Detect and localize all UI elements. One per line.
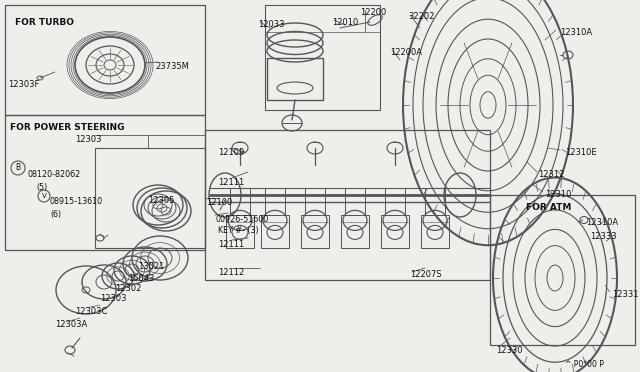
- Text: 12310A: 12310A: [586, 218, 618, 227]
- Text: 12303: 12303: [100, 294, 127, 303]
- Bar: [265, 188, 285, 215]
- Text: 12333: 12333: [590, 232, 616, 241]
- Bar: [5, 115, 205, 250]
- Text: 12330: 12330: [496, 346, 522, 355]
- Bar: [381, 215, 409, 248]
- Text: 12310A: 12310A: [560, 28, 592, 37]
- Text: 32202: 32202: [408, 12, 435, 21]
- Text: 12100: 12100: [206, 198, 232, 207]
- Text: 12111: 12111: [218, 178, 244, 187]
- Bar: [301, 215, 329, 248]
- Text: 12207S: 12207S: [410, 270, 442, 279]
- Text: FOR POWER STEERING: FOR POWER STEERING: [10, 123, 125, 132]
- Text: FOR TURBO: FOR TURBO: [15, 18, 74, 27]
- Bar: [5, 5, 205, 115]
- Bar: [385, 188, 405, 215]
- Bar: [226, 215, 254, 248]
- Text: 12305: 12305: [148, 196, 174, 205]
- Text: 12312: 12312: [538, 170, 564, 179]
- Text: V: V: [42, 193, 46, 199]
- Text: (6): (6): [50, 210, 61, 219]
- Text: FOR ATM: FOR ATM: [526, 203, 572, 212]
- Text: 12200A: 12200A: [390, 48, 422, 57]
- Text: 12200: 12200: [360, 8, 387, 17]
- Text: 12033: 12033: [258, 20, 285, 29]
- Text: 12310E: 12310E: [565, 148, 596, 157]
- Text: 08120-82062: 08120-82062: [28, 170, 81, 179]
- Text: 13021: 13021: [138, 262, 164, 271]
- Text: 12302: 12302: [115, 284, 141, 293]
- Text: 12303F: 12303F: [8, 80, 40, 89]
- Bar: [345, 188, 365, 215]
- Bar: [341, 215, 369, 248]
- Text: 12303C: 12303C: [75, 307, 108, 316]
- Text: 15043: 15043: [128, 274, 154, 283]
- Text: 12111: 12111: [218, 240, 244, 249]
- Text: KEY #- (3): KEY #- (3): [218, 226, 259, 235]
- Bar: [421, 215, 449, 248]
- Bar: [230, 188, 250, 215]
- Text: 12303: 12303: [75, 135, 102, 144]
- Text: ^ P0*00 P: ^ P0*00 P: [565, 360, 604, 369]
- Text: 12310: 12310: [545, 190, 572, 199]
- Text: 23735M: 23735M: [155, 62, 189, 71]
- Bar: [205, 130, 490, 280]
- Bar: [95, 148, 205, 248]
- Bar: [490, 195, 635, 345]
- Text: 12109: 12109: [218, 148, 244, 157]
- Text: 12303A: 12303A: [55, 320, 87, 329]
- Text: (5): (5): [36, 183, 47, 192]
- Text: 12010: 12010: [332, 18, 358, 27]
- Bar: [267, 58, 323, 100]
- Bar: [425, 188, 445, 215]
- Text: B: B: [15, 164, 20, 173]
- Bar: [265, 5, 380, 110]
- Text: 12112: 12112: [218, 268, 244, 277]
- Bar: [261, 215, 289, 248]
- Bar: [305, 188, 325, 215]
- Text: 12331: 12331: [612, 290, 639, 299]
- Text: 00926-51600: 00926-51600: [215, 215, 268, 224]
- Text: 08915-13610: 08915-13610: [50, 197, 103, 206]
